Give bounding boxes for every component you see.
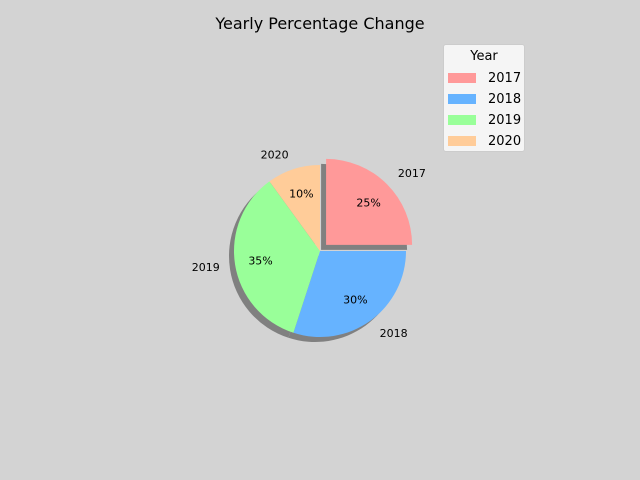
legend-swatch-2018: [448, 94, 476, 104]
slice-label-2019: 2019: [192, 261, 220, 274]
slice-label-2018: 2018: [380, 327, 408, 340]
slice-percent-2019: 35%: [248, 254, 272, 267]
pie-slice-2020: [269, 165, 320, 251]
legend-swatch-2019: [448, 115, 476, 125]
legend: Year 2017 2018 2019 2020: [443, 44, 525, 152]
slice-percent-2017: 25%: [356, 196, 380, 209]
chart-title: Yearly Percentage Change: [214, 14, 424, 33]
legend-label-2017: 2017: [488, 70, 522, 86]
pie-slices: [234, 158, 413, 337]
slice-percent-2020: 10%: [289, 188, 313, 201]
legend-label-2020: 2020: [488, 133, 522, 149]
legend-item-2017: 2017: [448, 70, 521, 86]
pie-slice-2017: [326, 158, 413, 245]
pie-slice-2019: [234, 181, 320, 333]
pie-slice-2018: [293, 251, 406, 337]
slice-label-2020: 2020: [261, 148, 289, 161]
legend-title: Year: [470, 49, 498, 64]
legend-swatch-2020: [448, 136, 476, 146]
legend-item-2020: 2020: [448, 133, 521, 149]
legend-label-2019: 2019: [488, 112, 522, 128]
legend-label-2018: 2018: [488, 91, 522, 107]
legend-item-2018: 2018: [448, 91, 521, 107]
slice-percent-2018: 30%: [343, 294, 367, 307]
legend-item-2019: 2019: [448, 112, 521, 128]
slice-label-2017: 2017: [398, 167, 426, 180]
legend-swatch-2017: [448, 73, 476, 83]
slice-labels: 2017 25% 2018 30% 2019 35% 2020 10%: [192, 148, 426, 340]
